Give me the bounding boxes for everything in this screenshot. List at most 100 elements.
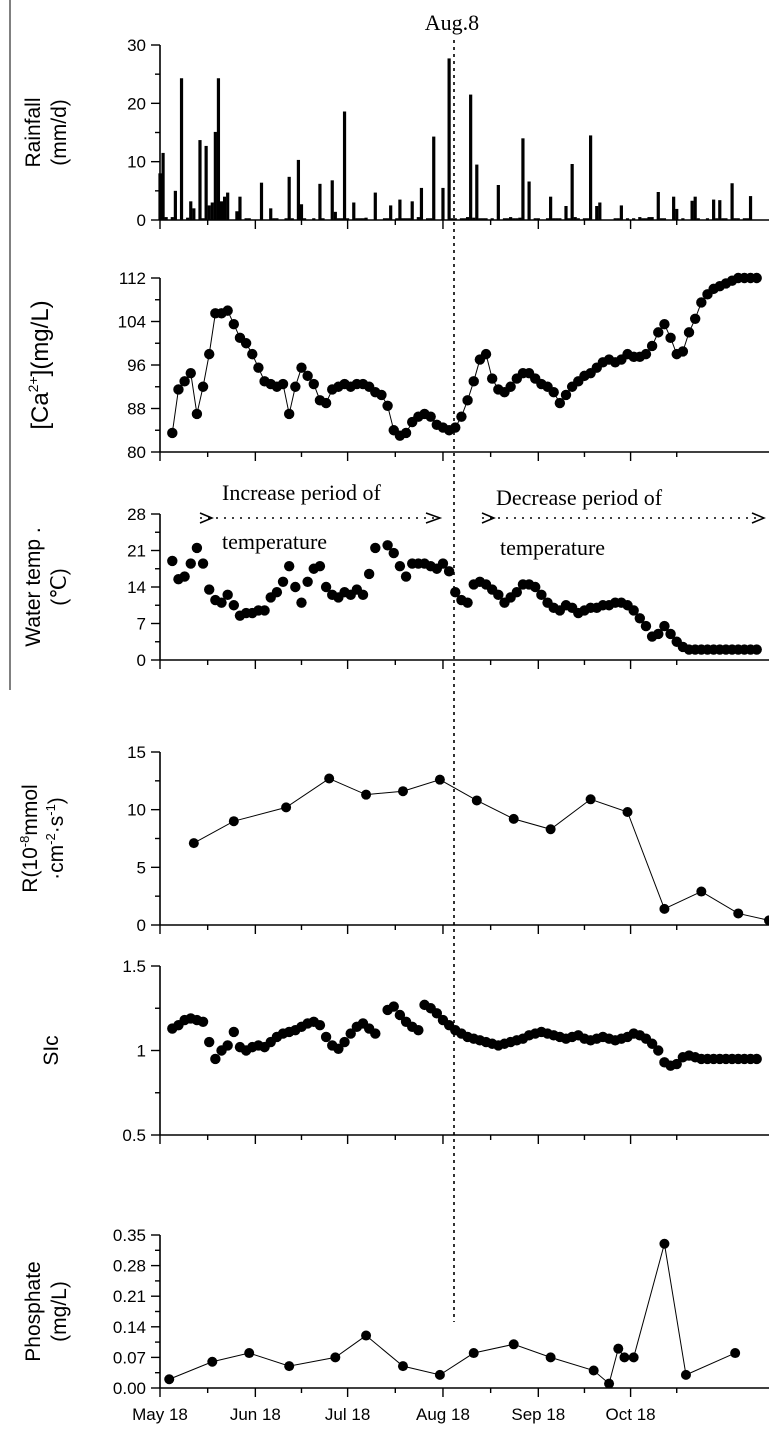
water-temp-point (370, 542, 381, 554)
rainfall-bar (616, 218, 620, 220)
rainfall-bar (216, 78, 221, 220)
rate-point (434, 774, 445, 785)
rate-point (471, 795, 482, 806)
calcium-point (554, 397, 566, 409)
x-tick-label: May 18 (132, 1405, 188, 1424)
calcium-point (290, 381, 301, 392)
rainfall-bar (632, 218, 636, 220)
rainfall-bar (312, 218, 316, 220)
rainfall-bar (558, 218, 562, 220)
saturation-point (320, 1031, 332, 1043)
rainfall-bar (696, 218, 700, 220)
phosphate-panel: 0.00 0.07 0.14 0.21 0.28 0.35 Phosphate (mg/L) (22, 1226, 769, 1398)
rainfall-bar (158, 173, 162, 220)
rate-point (281, 802, 292, 813)
rainfall-bar (447, 58, 451, 220)
water-temp-point (222, 589, 233, 601)
rainfall-bar (302, 218, 307, 220)
water-temp-point (462, 597, 473, 608)
rainfall-bar (672, 196, 676, 220)
rainfall-bar (505, 218, 510, 220)
rainfall-bar (404, 218, 408, 220)
phosphate-point (730, 1348, 741, 1359)
water-temp-point (314, 560, 326, 572)
increase-period-arrow (199, 512, 443, 524)
rainfall-bar (552, 218, 556, 220)
x-tick-label: Aug 18 (416, 1405, 470, 1424)
phosphate-point (680, 1369, 691, 1380)
water-temp-ytick-label: 21 (127, 542, 146, 561)
calcium-point (308, 378, 319, 390)
phosphate-point (508, 1339, 519, 1350)
saturation-point (394, 1009, 406, 1021)
water-temp-point (363, 568, 375, 580)
saturation-point (370, 1028, 381, 1039)
rainfall-bar (407, 218, 411, 220)
rainfall-bar (287, 176, 291, 220)
rainfall-bar (712, 199, 716, 220)
rainfall-bar (269, 208, 273, 220)
calcium-point (462, 395, 473, 406)
rainfall-bar (564, 206, 568, 220)
rainfall-bar (567, 218, 571, 220)
water-temp-point (277, 576, 289, 587)
calcium-point (400, 427, 412, 439)
rainfall-bar (238, 196, 242, 220)
calcium-point (296, 362, 307, 373)
water-temp-point (204, 584, 215, 595)
water-temp-point (185, 558, 196, 569)
calcium-ytick-label: 104 (118, 313, 146, 332)
phosphate-point (361, 1330, 372, 1341)
phosphate-point (284, 1361, 295, 1372)
x-tick-label: Sep 18 (511, 1405, 565, 1424)
rainfall-bar (395, 218, 399, 220)
rainfall-bar (573, 217, 577, 220)
rainfall-bar (235, 211, 239, 220)
rainfall-bar (595, 206, 599, 220)
calcium-point (197, 381, 209, 392)
calcium-point (548, 386, 559, 398)
calcium-point (204, 348, 215, 360)
rainfall-bar (478, 218, 482, 220)
phosphate-point (613, 1343, 624, 1354)
water-temp-point (450, 587, 461, 598)
water-temp-point (665, 628, 676, 640)
calcium-point (173, 384, 184, 395)
rainfall-bar (364, 217, 368, 220)
rainfall-bar (318, 183, 322, 220)
rainfall-bar (512, 218, 516, 220)
rainfall-bar (419, 187, 424, 220)
water-temp-point (628, 605, 639, 616)
water-temp-panel: Increase period of temperature Decrease … (22, 480, 769, 670)
calcium-point (253, 362, 264, 373)
phosphate-ytick-label: 0.00 (113, 1379, 146, 1398)
saturation-point (388, 1001, 399, 1012)
calcium-ytick-label: 96 (127, 356, 146, 375)
rainfall-bar (173, 190, 177, 220)
calcium-point (751, 272, 762, 284)
calcium-point (277, 378, 289, 390)
rainfall-bar (459, 218, 464, 220)
rainfall-bar (570, 164, 574, 220)
saturation-ytick-label: 0.5 (122, 1126, 146, 1145)
water-temp-point (493, 589, 504, 601)
rainfall-bar (745, 218, 750, 220)
rainfall-bar (204, 145, 208, 220)
saturation-point (413, 1025, 424, 1036)
rainfall-bar (736, 218, 740, 220)
rate-point (397, 786, 408, 797)
water-temp-point (388, 547, 399, 559)
rainfall-bar (410, 201, 414, 220)
water-temp-point (653, 628, 664, 640)
rainfall-bar (730, 183, 734, 220)
water-temp-ytick-label: 0 (137, 651, 146, 670)
rainfall-bar (432, 136, 436, 220)
phosphate-point (397, 1361, 408, 1372)
calcium-point (450, 422, 461, 433)
calcium-point (677, 346, 689, 357)
water-temp-point (216, 597, 227, 608)
water-temp-point (179, 571, 190, 582)
rainfall-bar (275, 218, 279, 220)
rainfall-bar (484, 218, 488, 220)
